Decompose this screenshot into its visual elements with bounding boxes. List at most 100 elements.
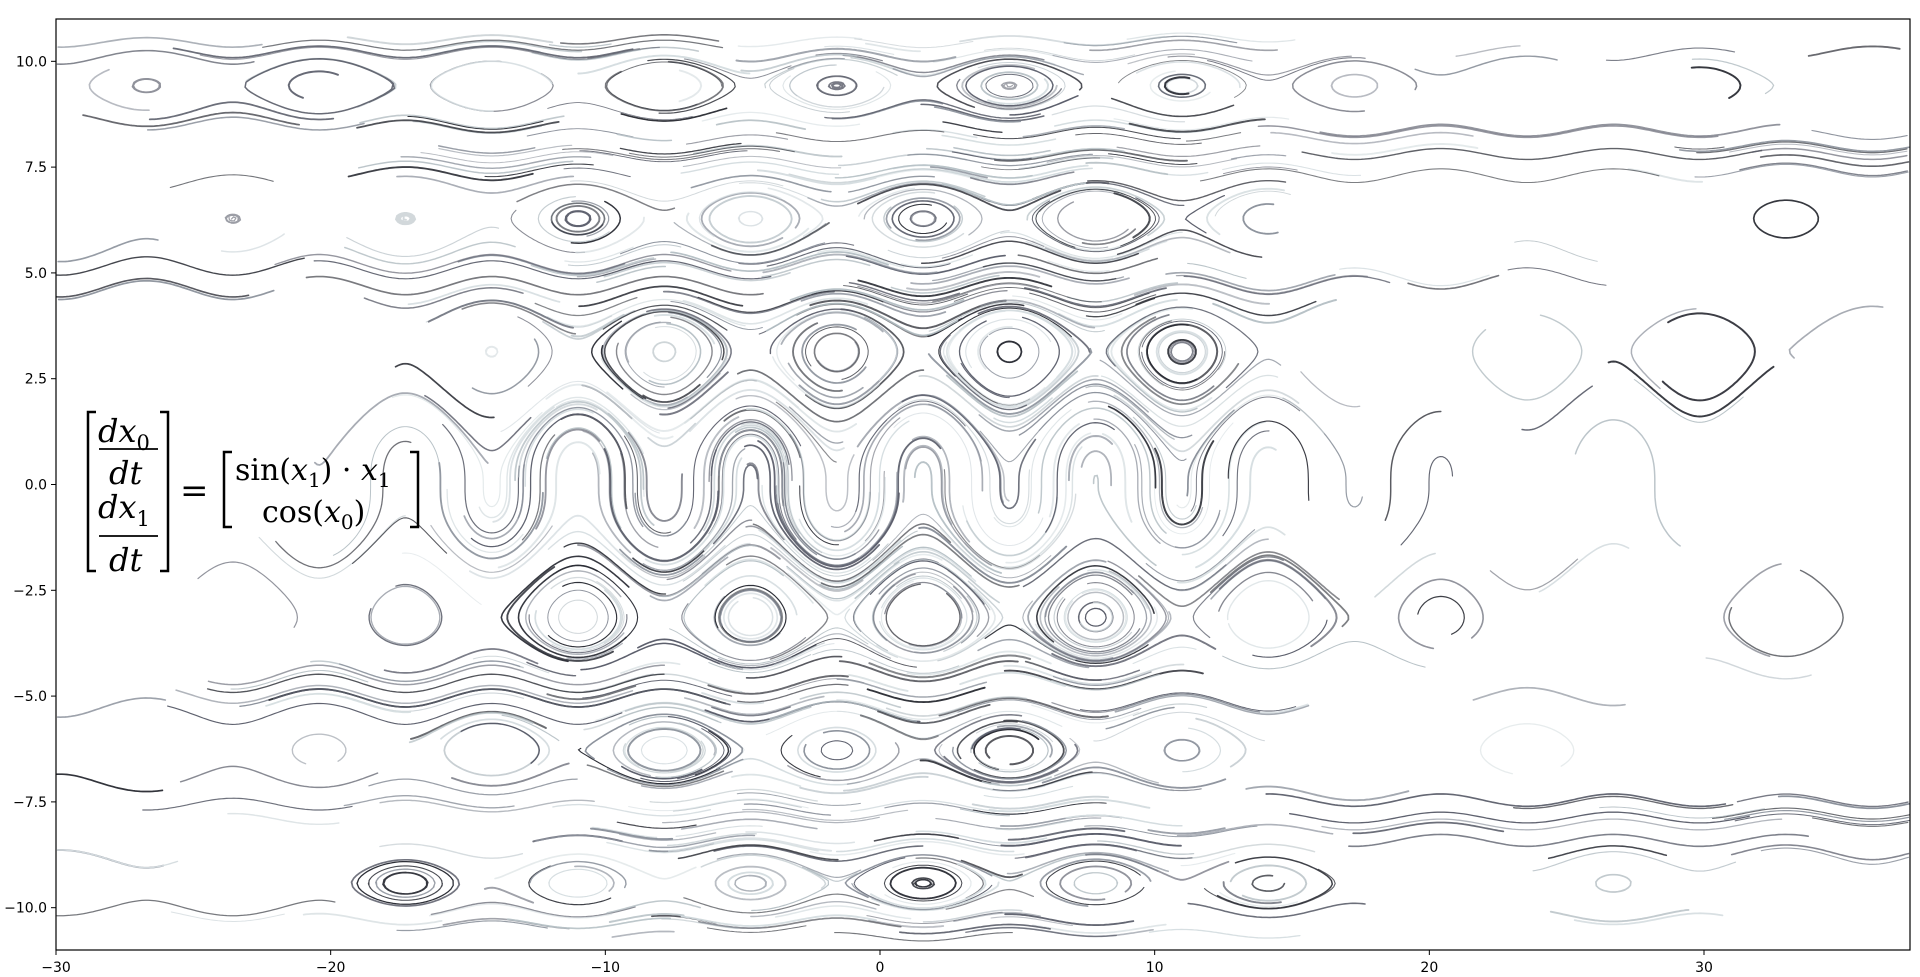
streamline [1116, 229, 1263, 258]
streamline [314, 392, 489, 466]
streamline [637, 638, 817, 669]
streamline [1630, 308, 1697, 390]
streamline [612, 721, 716, 777]
streamline [680, 914, 877, 927]
streamline [1384, 410, 1442, 521]
streamline [1777, 795, 1910, 810]
x-tick-label: 30 [1695, 960, 1713, 976]
streamline [1114, 694, 1310, 716]
streamline [799, 775, 929, 795]
streamline [56, 277, 250, 298]
streamline [332, 426, 442, 556]
streamline [1093, 418, 1161, 544]
streamline [1126, 32, 1296, 43]
streamline [708, 654, 812, 674]
streamline [1137, 551, 1340, 608]
streamline [1633, 378, 1744, 423]
streamline [1374, 552, 1436, 598]
streamline [680, 818, 818, 830]
streamline [1679, 139, 1910, 153]
streamline [57, 36, 263, 49]
streamline [1203, 868, 1336, 910]
streamline [996, 724, 1053, 758]
streamline [1067, 591, 1125, 641]
streamline [1157, 73, 1207, 98]
streamline [1729, 143, 1908, 156]
streamline [1690, 66, 1742, 99]
streamline [351, 517, 448, 565]
streamline [547, 530, 726, 586]
streamline [1034, 773, 1175, 792]
streamline [559, 34, 720, 45]
streamline [727, 871, 774, 896]
streamline [752, 523, 952, 582]
streamline [1029, 292, 1157, 313]
streamline [775, 129, 945, 143]
streamline [1105, 306, 1259, 389]
streamline [1595, 873, 1632, 893]
streamline [981, 776, 1052, 787]
streamline [1155, 330, 1209, 376]
streamline [1084, 825, 1258, 838]
streamline [1175, 274, 1368, 295]
streamline [1048, 668, 1141, 681]
streamline [913, 461, 1002, 574]
streamline [692, 144, 843, 158]
streamline [1507, 267, 1607, 286]
streamline [1414, 55, 1558, 76]
streamline [438, 144, 573, 157]
streamline [969, 171, 1075, 186]
streamline [483, 886, 535, 904]
streamline [932, 49, 1062, 63]
streamline [715, 119, 807, 130]
streamline [844, 403, 984, 533]
streamline [896, 575, 962, 599]
streamline [1099, 358, 1282, 417]
streamline [1135, 292, 1317, 317]
streamline [623, 435, 672, 534]
streamline [534, 589, 622, 651]
streamline [1017, 254, 1159, 275]
streamline [769, 308, 855, 355]
streamline [918, 526, 1068, 584]
streamline [1141, 422, 1234, 535]
streamline [442, 423, 520, 534]
streamline [932, 394, 1010, 502]
streamline [746, 462, 785, 541]
streamline [941, 182, 1087, 206]
streamline [590, 320, 624, 390]
streamline [820, 180, 986, 203]
streamline [410, 710, 547, 740]
streamline [694, 729, 730, 776]
streamline [258, 515, 406, 579]
streamline [470, 413, 623, 548]
streamline [396, 920, 548, 932]
streamline [1036, 565, 1155, 643]
streamline [659, 545, 758, 598]
streamline [714, 584, 787, 641]
streamline [756, 169, 877, 186]
streamline [368, 583, 443, 647]
equation-annotation: dx0 dt dx1 dt = sin(x1) · x1 cos(x0) [86, 410, 420, 579]
streamline [1053, 596, 1133, 650]
streamline [548, 868, 608, 898]
streamline [909, 210, 937, 227]
streamline [820, 533, 1020, 588]
streamline [662, 290, 835, 315]
streamline [1479, 723, 1575, 775]
rhs-dx1-expression: cos(x0) [262, 495, 365, 534]
streamline [1181, 421, 1266, 556]
x-tick-label: 10 [1146, 960, 1164, 976]
streamline [545, 427, 622, 529]
streamline [932, 282, 1102, 303]
streamline [590, 827, 674, 841]
streamline [244, 58, 396, 115]
streamline [1330, 73, 1379, 98]
streamline [1472, 686, 1626, 707]
streamline [563, 167, 631, 178]
streamline [858, 187, 916, 217]
streamline [994, 149, 1188, 162]
streamline [1020, 627, 1076, 661]
streamline [957, 699, 1142, 721]
streamline [1039, 858, 1152, 907]
